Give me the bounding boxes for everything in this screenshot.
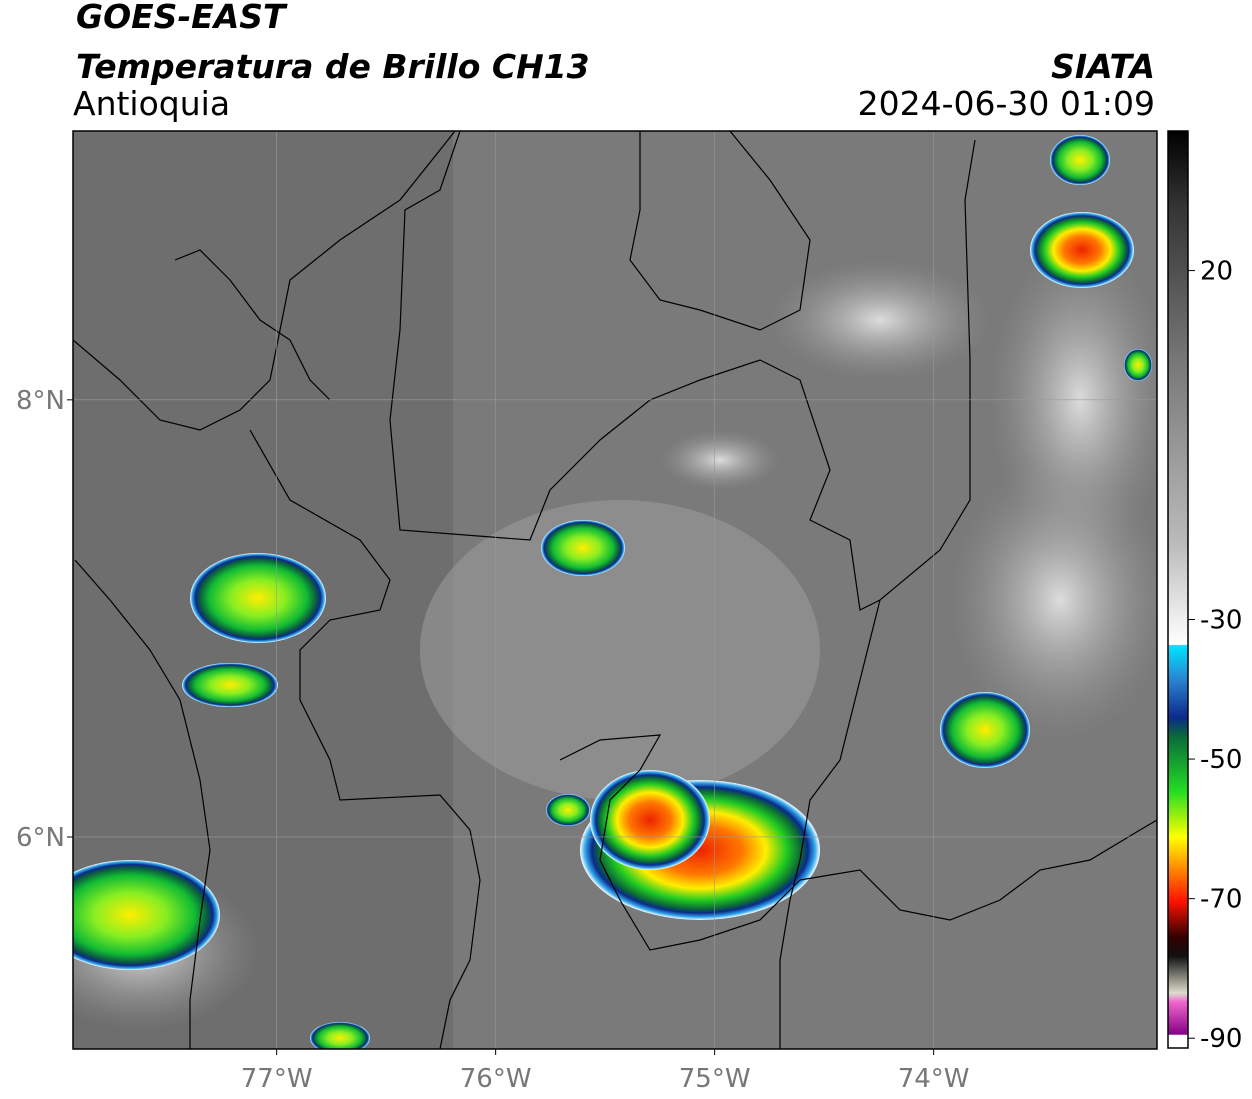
title: GOES-EAST <box>76 0 288 36</box>
y-tick-label: 8°N <box>16 386 65 416</box>
border <box>779 599 881 1049</box>
agency: SIATA <box>1051 47 1155 86</box>
borders <box>73 131 1157 1049</box>
graticule <box>73 131 1157 1049</box>
storm <box>73 860 220 970</box>
colorbar-tick-label: -30 <box>1200 606 1242 636</box>
colorbar <box>1167 130 1189 1049</box>
cloud <box>660 430 780 490</box>
border <box>799 819 1157 921</box>
border <box>559 734 801 951</box>
colorbar-tick-label: -70 <box>1200 885 1242 915</box>
subtitle: Temperatura de Brillo CH13 <box>76 47 590 86</box>
colorbar-tick-label: -90 <box>1200 1024 1242 1054</box>
storm <box>590 770 710 870</box>
x-tick-label: 77°W <box>241 1064 313 1094</box>
storm <box>1124 349 1152 381</box>
region: Antioquia <box>73 84 230 123</box>
border <box>629 131 811 331</box>
shade <box>420 500 820 800</box>
coast <box>74 559 211 1049</box>
x-tick-label: 74°W <box>898 1064 970 1094</box>
storm <box>190 553 326 643</box>
coast <box>73 131 456 431</box>
x-tick-label: 76°W <box>460 1064 532 1094</box>
coast <box>174 249 331 401</box>
border <box>389 131 976 611</box>
storm <box>940 692 1030 768</box>
timestamp: 2024-06-30 01:09 <box>858 84 1155 123</box>
satellite-image <box>73 131 1157 1049</box>
storm <box>182 663 278 707</box>
colorbar-tick-label: 20 <box>1200 257 1233 287</box>
border <box>249 429 481 1049</box>
x-tick-label: 75°W <box>679 1064 751 1094</box>
storm <box>1030 212 1134 288</box>
cloud <box>950 460 1157 740</box>
storm <box>541 520 625 576</box>
colorbar-tick-label: -50 <box>1200 745 1242 775</box>
storm <box>1050 135 1110 185</box>
cloud <box>770 260 990 380</box>
storm <box>310 1022 370 1049</box>
map-frame <box>72 130 1158 1050</box>
y-tick-label: 6°N <box>16 823 65 853</box>
storm <box>546 794 590 826</box>
